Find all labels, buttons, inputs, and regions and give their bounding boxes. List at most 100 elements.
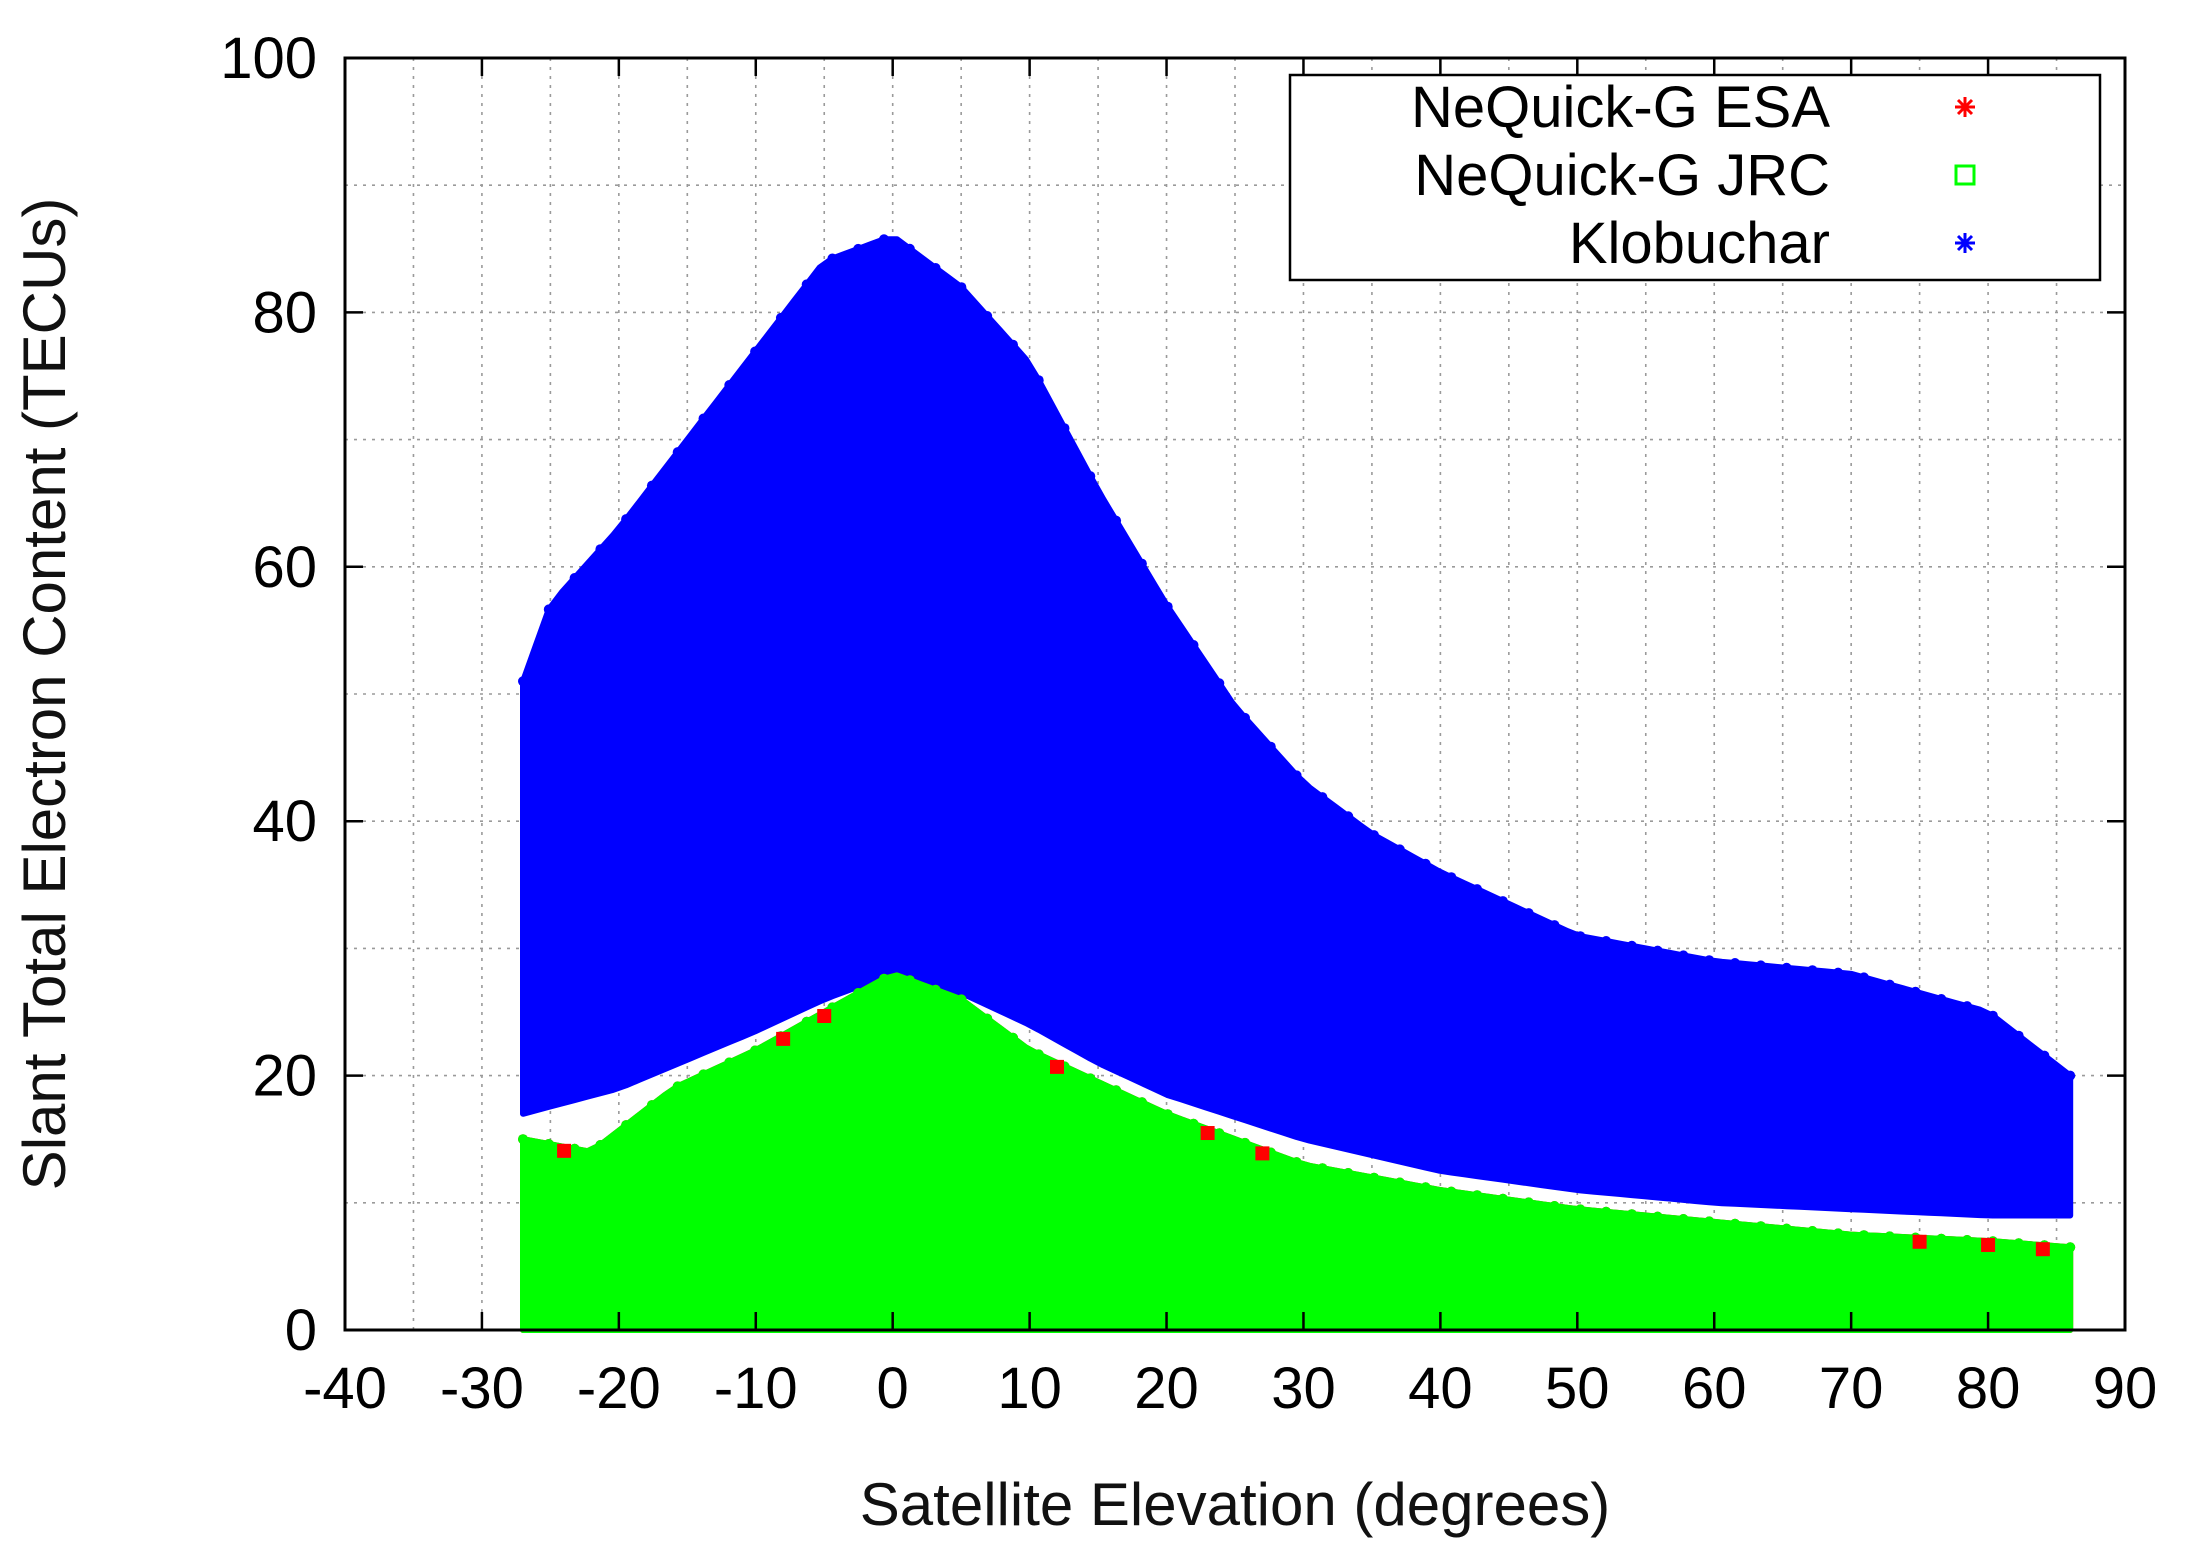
esa-marker-accent: [776, 1031, 791, 1046]
esa-marker-accent: [1200, 1126, 1215, 1141]
data-point: [1446, 1186, 1457, 1197]
ticks: -40 -30 -20 -10 0 10 20 30 40 50 60 70 80 90 0 20 40 60 80…: [220, 26, 2157, 1421]
data-point: [1111, 1085, 1122, 1096]
data-point: [646, 1100, 657, 1111]
data-point: [1394, 1177, 1405, 1188]
y-axis-title: Slant Total Electron Content (TECUs): [11, 198, 78, 1191]
data-point: [1420, 858, 1431, 869]
esa-marker-accent: [1912, 1234, 1927, 1249]
data-point: [1240, 712, 1250, 723]
legend-marker-nequick-jrc: [1954, 164, 1976, 186]
data-point: [646, 480, 657, 491]
data-point: [1730, 1218, 1740, 1229]
legend-marker-klobuchar: [1955, 233, 1975, 253]
data-point: [1111, 515, 1122, 526]
data-point: [2013, 1238, 2024, 1249]
data-point: [1936, 1233, 1947, 1244]
data-point: [1008, 1032, 1018, 1043]
data-point: [879, 234, 889, 245]
data-point: [1833, 1228, 1844, 1239]
data-point: [853, 988, 864, 998]
legend: NeQuick-G ESA NeQuick-G JRC Klobuchar: [1288, 73, 2102, 282]
y-tick-label: 40: [252, 789, 317, 854]
data-point: [1033, 1049, 1044, 1060]
data-point: [1317, 1163, 1328, 1174]
esa-marker-accent: [1050, 1059, 1064, 1074]
data-point: [518, 676, 528, 687]
data-point: [2065, 1242, 2076, 1253]
data-point: [775, 312, 786, 323]
data-point: [1936, 994, 1947, 1004]
data-point: [1575, 931, 1586, 942]
data-point: [1033, 375, 1044, 386]
data-point: [1987, 1010, 1998, 1021]
x-tick-label: 20: [1134, 1356, 1199, 1421]
data-point: [1704, 955, 1715, 966]
data-point: [2065, 1070, 2076, 1081]
data-point: [1420, 1182, 1431, 1193]
series-klobuchar: [518, 234, 2076, 1219]
legend-label-nequick-esa: NeQuick-G ESA: [1411, 75, 1830, 140]
legend-label-nequick-jrc: NeQuick-G JRC: [1414, 143, 1830, 208]
data-point: [1497, 1193, 1508, 1204]
data-point: [1291, 1157, 1302, 1168]
asterisk-stroke: [1956, 234, 1974, 252]
legend-label-klobuchar: Klobuchar: [1569, 211, 1830, 276]
x-tick-label: 10: [997, 1356, 1062, 1421]
data-point: [621, 1120, 632, 1131]
esa-marker-accent: [557, 1143, 572, 1158]
data-point: [1497, 896, 1508, 907]
y-tick-label: 0: [285, 1298, 317, 1363]
x-tick-label: 50: [1545, 1356, 1610, 1421]
data-point: [543, 604, 554, 615]
data-point: [1601, 936, 1612, 946]
data-point: [1549, 920, 1560, 931]
data-point: [1626, 940, 1637, 951]
data-point: [1214, 678, 1225, 689]
x-tick-label: 60: [1682, 1356, 1747, 1421]
data-point: [1162, 1109, 1173, 1120]
data-point: [1446, 872, 1457, 883]
data-point: [595, 544, 606, 555]
data-point: [1085, 471, 1096, 482]
data-point: [1781, 962, 1792, 973]
x-tick-label: 70: [1819, 1356, 1884, 1421]
data-point: [1085, 1073, 1096, 1084]
data-point: [1910, 986, 1921, 997]
data-point: [956, 282, 967, 293]
data-point: [1188, 1118, 1199, 1129]
data-point: [1730, 958, 1740, 968]
data-point: [595, 1140, 606, 1150]
data-point: [1188, 640, 1199, 650]
data-point: [956, 994, 967, 1005]
data-point: [1704, 1216, 1715, 1227]
data-point: [672, 447, 683, 458]
data-point: [982, 1013, 993, 1024]
series-region: [520, 236, 2074, 1219]
data-point: [1884, 1231, 1895, 1242]
data-point: [2013, 1030, 2024, 1041]
data-point: [1317, 792, 1328, 803]
data-point: [904, 975, 915, 986]
x-tick-label: -20: [577, 1356, 661, 1421]
data-point: [1291, 770, 1302, 781]
data-point: [853, 243, 864, 254]
data-point: [1626, 1209, 1637, 1220]
data-point: [827, 253, 838, 264]
data-point: [1136, 1097, 1147, 1108]
data-point: [1369, 1172, 1379, 1183]
y-tick-label: 100: [220, 26, 317, 91]
data-point: [698, 413, 709, 424]
data-point: [930, 984, 941, 995]
data-point: [801, 279, 812, 290]
data-point: [569, 1143, 580, 1154]
esa-marker-accent: [1981, 1237, 1996, 1252]
x-axis-title: Satellite Elevation (degrees): [860, 1471, 1610, 1538]
y-tick-label: 80: [252, 280, 317, 345]
data-point: [1781, 1223, 1792, 1234]
data-point: [1833, 967, 1844, 978]
data-point: [1807, 1226, 1818, 1236]
data-point: [904, 243, 915, 254]
data-point: [1523, 908, 1534, 919]
data-point: [724, 380, 735, 390]
